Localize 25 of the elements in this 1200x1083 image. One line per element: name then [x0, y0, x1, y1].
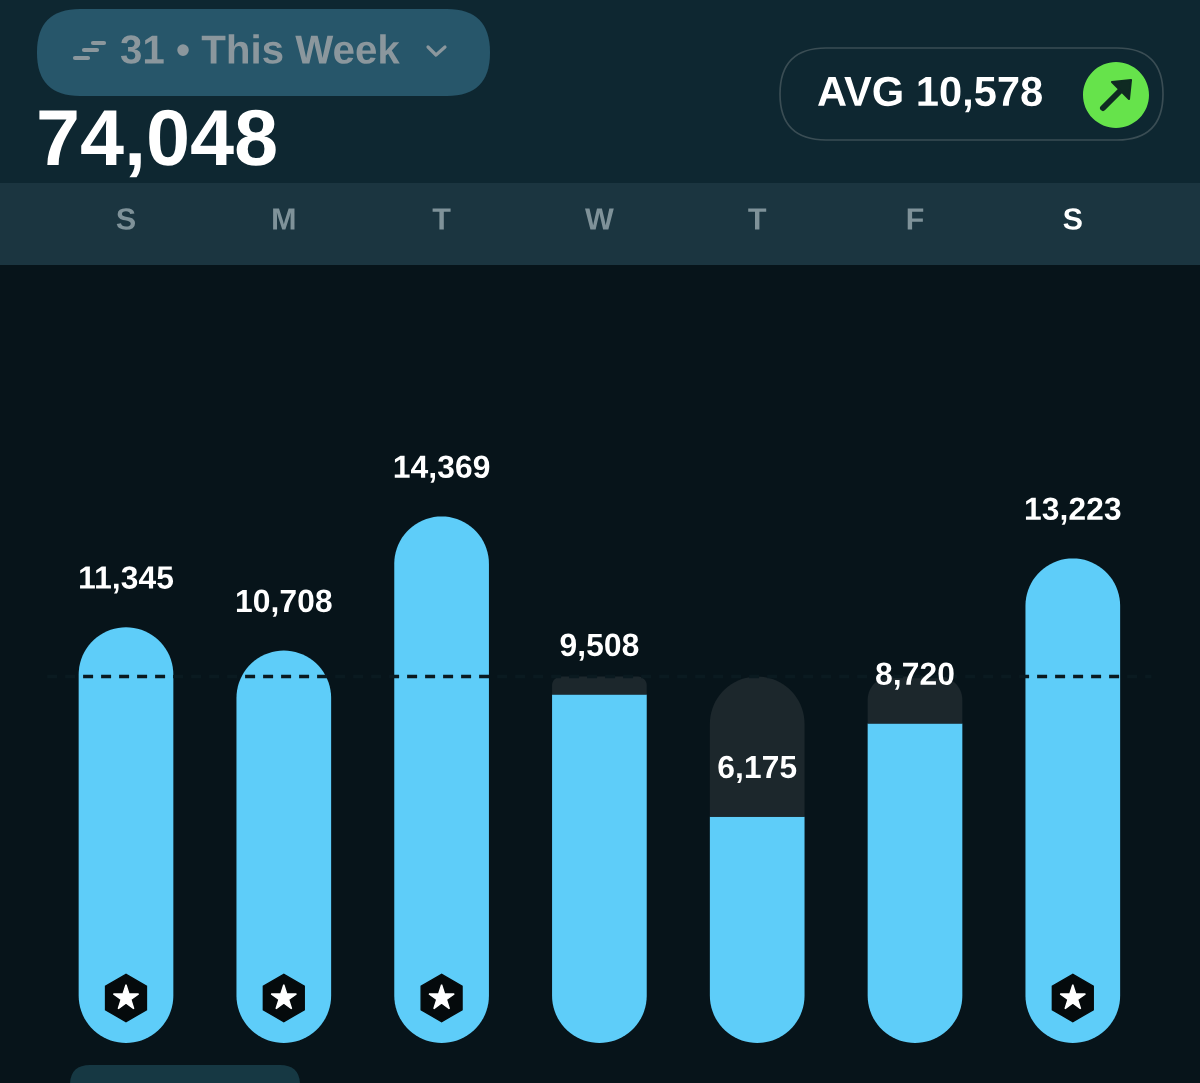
bar	[394, 516, 489, 1043]
bar	[867, 723, 963, 1043]
bar	[78, 627, 174, 1043]
bar	[1025, 558, 1121, 1043]
x-tick-label: W	[585, 208, 614, 230]
data-label: 11,345	[80, 566, 174, 594]
chart-title: 31 • This Week	[120, 34, 400, 64]
data-label: 8,720	[876, 662, 954, 690]
x-tick-label: M	[273, 208, 295, 230]
x-tick-label: T	[748, 208, 767, 230]
x-tick-label: S	[1063, 208, 1082, 230]
data-label: 13,223	[1025, 497, 1121, 525]
chart-subtitle: 74,048	[39, 109, 276, 178]
bar	[236, 650, 332, 1043]
bar	[552, 694, 647, 1043]
x-tick-label: T	[432, 208, 451, 230]
bar	[709, 816, 805, 1043]
bar	[552, 676, 647, 695]
x-tick-label: S	[116, 208, 135, 230]
x-tick-label: F	[907, 208, 924, 230]
data-label: 9,508	[560, 633, 639, 661]
text: AVG 10,578	[818, 76, 1042, 113]
data-label: 10,708	[236, 589, 332, 617]
data-label: 6,175	[718, 755, 797, 783]
data-label: 14,369	[394, 455, 490, 483]
